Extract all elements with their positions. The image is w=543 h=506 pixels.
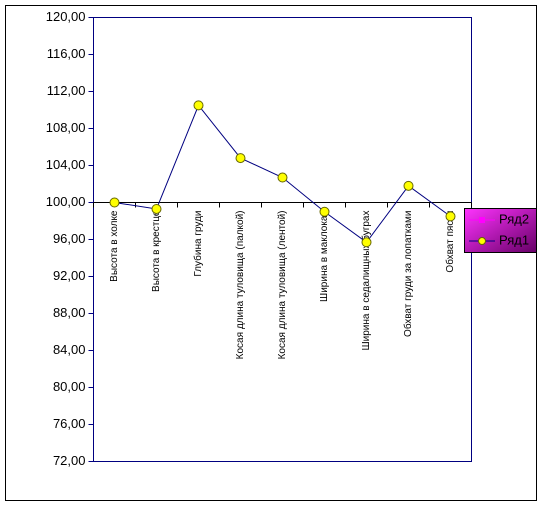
- legend-label: Ряд2: [499, 211, 529, 226]
- marker: [235, 153, 246, 164]
- y-tick-label: 100,00: [46, 194, 86, 209]
- y-tick-label: 80,00: [53, 379, 86, 394]
- legend-marker: [479, 217, 485, 223]
- x-tick-label: Глубина груди: [192, 211, 204, 277]
- marker: [151, 203, 162, 214]
- y-tick-label: 76,00: [53, 416, 86, 431]
- y-tick-label: 120,00: [46, 9, 86, 24]
- x-tick-label: Ширина в седалищных буграх: [360, 211, 372, 351]
- y-tick-label: 108,00: [46, 120, 86, 135]
- plot-area: [93, 17, 472, 462]
- x-tick-label: Косая длина туловища (лентой): [277, 211, 288, 360]
- y-tick-label: 92,00: [53, 268, 86, 283]
- marker: [109, 197, 120, 208]
- x-tick-label: Высота в холке: [109, 210, 120, 282]
- x-tick-label: Высота в крестце: [151, 210, 162, 292]
- y-tick-label: 116,00: [47, 46, 86, 61]
- legend-box: [464, 208, 537, 253]
- marker: [361, 237, 372, 248]
- y-tick-label: 84,00: [53, 342, 86, 357]
- x-tick-label: Косая длина туловища (палкой): [235, 211, 246, 360]
- y-tick-label: 72,00: [53, 453, 86, 468]
- x-tick-label: Обхват груди за лопатками: [402, 211, 414, 337]
- y-tick-label: 104,00: [46, 157, 86, 172]
- y-tick-label: 88,00: [53, 305, 86, 320]
- marker: [277, 172, 288, 183]
- marker: [319, 206, 330, 217]
- marker: [403, 180, 414, 191]
- y-tick-label: 112,00: [47, 83, 86, 98]
- marker: [445, 211, 456, 222]
- legend-marker: [478, 237, 486, 245]
- legend-label: Ряд1: [499, 232, 529, 247]
- y-tick-label: 96,00: [53, 231, 86, 246]
- x-tick-label: Ширина в маклоках: [319, 211, 330, 302]
- marker: [193, 100, 204, 111]
- x-tick-label: Обхват пясти: [444, 211, 456, 273]
